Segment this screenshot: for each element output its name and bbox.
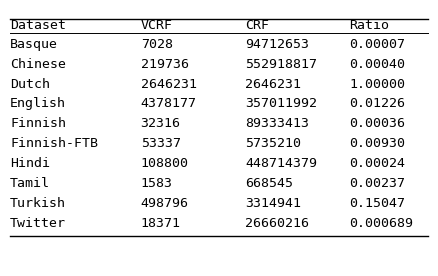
Text: Finnish: Finnish: [10, 117, 66, 131]
Text: 0.00024: 0.00024: [350, 157, 406, 170]
Text: 0.00036: 0.00036: [350, 117, 406, 131]
Text: Finnish-FTB: Finnish-FTB: [10, 137, 98, 150]
Text: Chinese: Chinese: [10, 58, 66, 71]
Text: Basque: Basque: [10, 38, 58, 51]
Text: 0.01226: 0.01226: [350, 97, 406, 110]
Text: 4378177: 4378177: [141, 97, 197, 110]
Text: 3314941: 3314941: [245, 197, 301, 210]
Text: 668545: 668545: [245, 177, 293, 190]
Text: 498796: 498796: [141, 197, 189, 210]
Text: 53337: 53337: [141, 137, 180, 150]
Text: 2646231: 2646231: [245, 78, 301, 91]
Text: 219736: 219736: [141, 58, 189, 71]
Text: Dataset: Dataset: [10, 20, 66, 33]
Text: CRF: CRF: [245, 20, 269, 33]
Text: 552918817: 552918817: [245, 58, 317, 71]
Text: 0.000689: 0.000689: [350, 217, 413, 230]
Text: 0.00930: 0.00930: [350, 137, 406, 150]
Text: Turkish: Turkish: [10, 197, 66, 210]
Text: 94712653: 94712653: [245, 38, 309, 51]
Text: Dutch: Dutch: [10, 78, 50, 91]
Text: 357011992: 357011992: [245, 97, 317, 110]
Text: 2646231: 2646231: [141, 78, 197, 91]
Text: 448714379: 448714379: [245, 157, 317, 170]
Text: 0.00237: 0.00237: [350, 177, 406, 190]
Text: 1.00000: 1.00000: [350, 78, 406, 91]
Text: VCRF: VCRF: [141, 20, 173, 33]
Text: 32316: 32316: [141, 117, 180, 131]
Text: 7028: 7028: [141, 38, 173, 51]
Text: English: English: [10, 97, 66, 110]
Text: 1583: 1583: [141, 177, 173, 190]
Text: 0.00007: 0.00007: [350, 38, 406, 51]
Text: Tamil: Tamil: [10, 177, 50, 190]
Text: 108800: 108800: [141, 157, 189, 170]
Text: 5735210: 5735210: [245, 137, 301, 150]
Text: Twitter: Twitter: [10, 217, 66, 230]
Text: Hindi: Hindi: [10, 157, 50, 170]
Text: Ratio: Ratio: [350, 20, 389, 33]
Text: 89333413: 89333413: [245, 117, 309, 131]
Text: 0.15047: 0.15047: [350, 197, 406, 210]
Text: 26660216: 26660216: [245, 217, 309, 230]
Text: 0.00040: 0.00040: [350, 58, 406, 71]
Text: 18371: 18371: [141, 217, 180, 230]
